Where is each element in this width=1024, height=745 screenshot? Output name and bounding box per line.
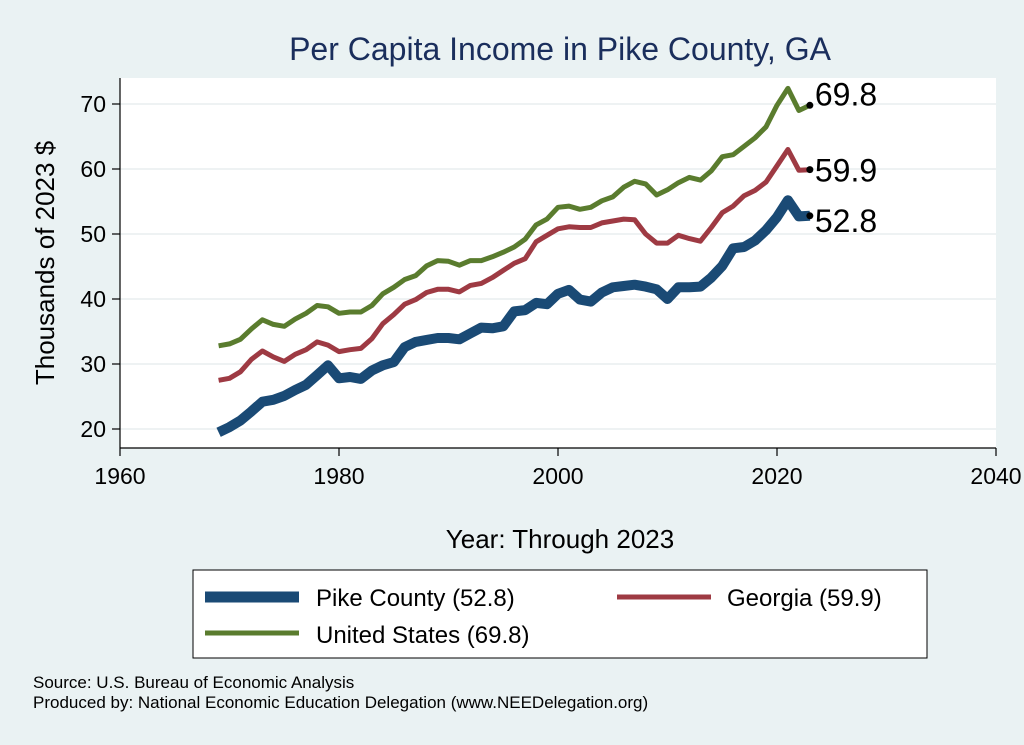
y-tick-label: 50 [80,221,106,247]
y-tick-label: 20 [80,416,106,442]
producer-note: Produced by: National Economic Education… [33,693,648,712]
series-line-us [218,85,811,349]
end-marker [806,166,814,174]
end-marker [806,212,814,220]
x-tick-label: 2040 [970,463,1021,489]
y-tick-label: 70 [80,91,106,117]
x-tick-label: 2000 [532,463,583,489]
x-axis-title: Year: Through 2023 [446,524,674,554]
x-tick-label: 1960 [94,463,145,489]
y-ticks: 20 30 40 50 60 70 [80,91,120,442]
y-axis-title: Thousands of 2023 $ [30,140,60,385]
x-tick-label: 2020 [751,463,802,489]
series-line-pike [216,195,811,437]
end-labels: 52.8 59.9 69.8 [806,76,877,239]
plot-area [120,78,996,448]
chart-title: Per Capita Income in Pike County, GA [289,31,832,67]
legend-box [192,569,928,659]
end-value-label: 59.9 [815,153,877,189]
series-line-georgia [218,147,811,383]
y-tick-label: 40 [80,286,106,312]
series-lines [216,85,811,437]
x-ticks: 1960 1980 2000 2020 2040 [94,448,1022,489]
y-tick-label: 30 [80,351,106,377]
legend: Pike County (52.8) Georgia (59.9) United… [192,569,928,659]
end-marker [806,101,814,109]
legend-label-pike: Pike County (52.8) [316,585,515,612]
legend-label-us: United States (69.8) [316,622,529,649]
end-value-label: 69.8 [815,76,877,112]
x-tick-label: 1980 [313,463,364,489]
y-tick-label: 60 [80,156,106,182]
source-note: Source: U.S. Bureau of Economic Analysis [33,673,354,692]
legend-label-georgia: Georgia (59.9) [727,585,882,612]
end-value-label: 52.8 [815,203,877,239]
